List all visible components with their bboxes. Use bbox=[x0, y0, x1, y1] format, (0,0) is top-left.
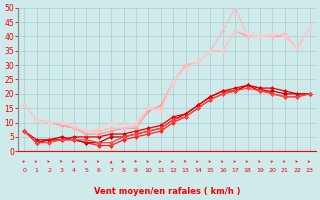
X-axis label: Vent moyen/en rafales ( km/h ): Vent moyen/en rafales ( km/h ) bbox=[94, 187, 240, 196]
